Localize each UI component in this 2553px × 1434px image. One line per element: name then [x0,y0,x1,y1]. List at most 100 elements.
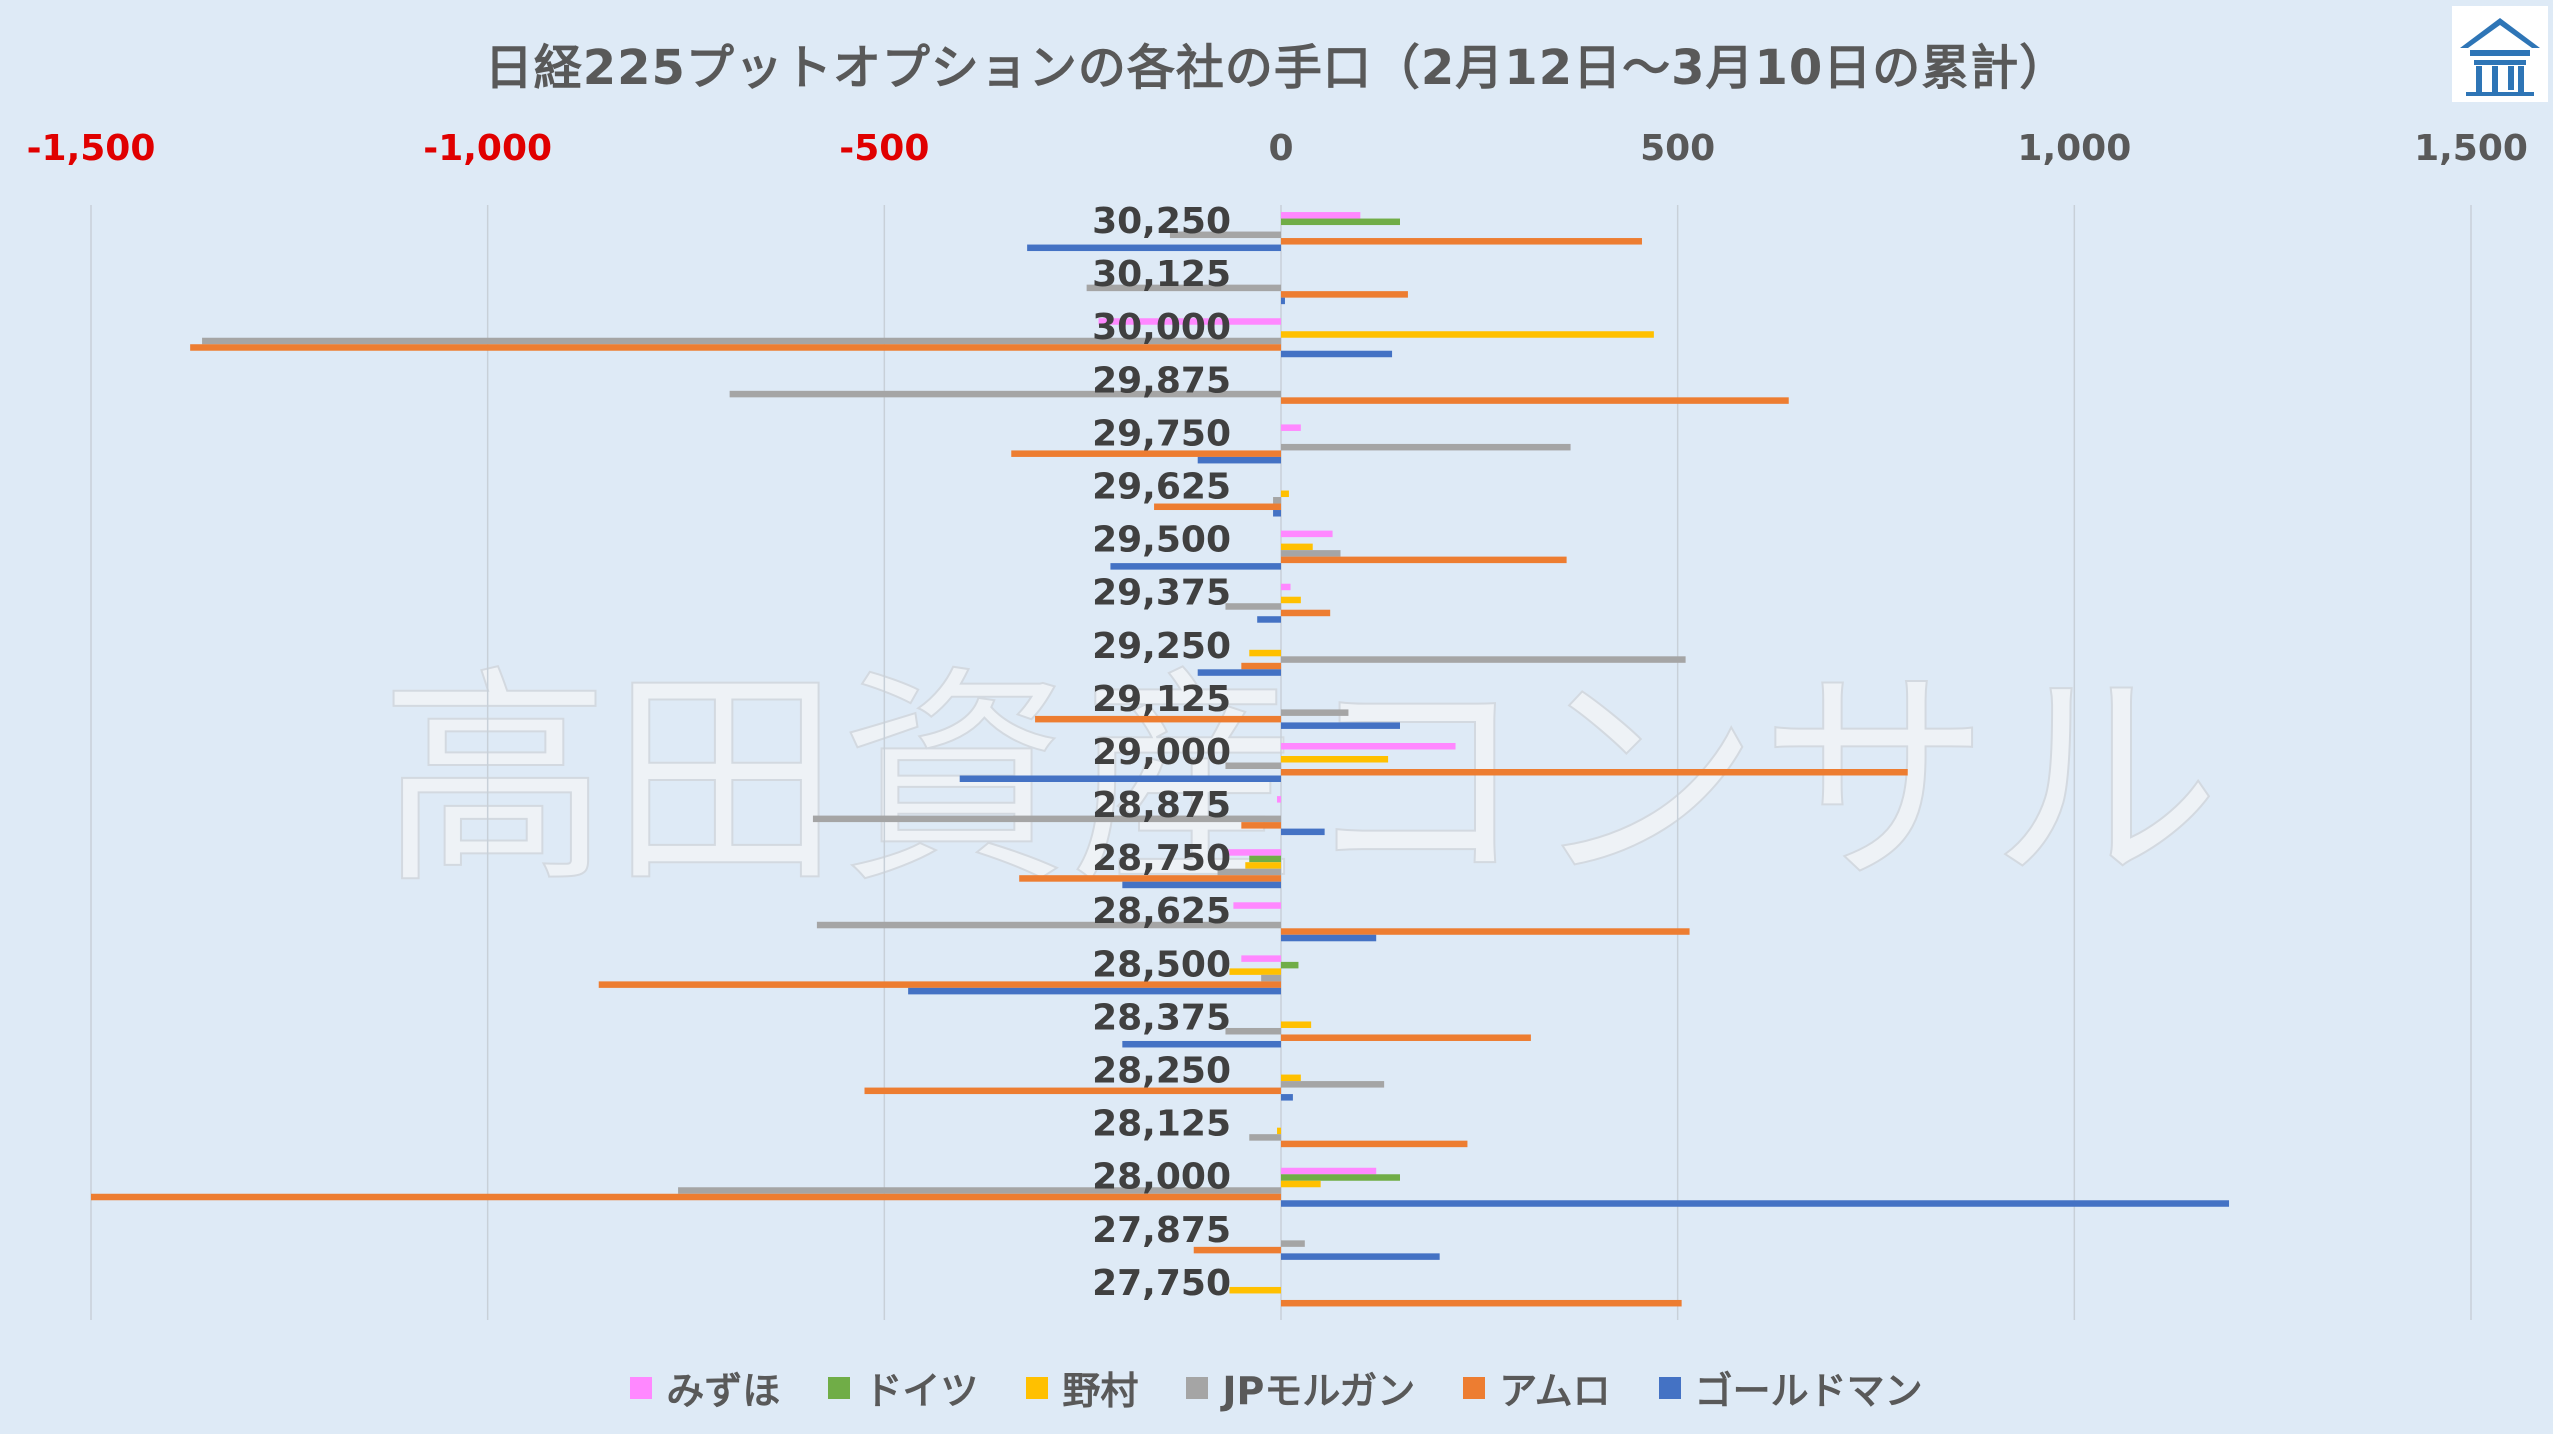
bar [1281,1094,1293,1101]
bar [1229,968,1281,975]
bar [1241,955,1281,962]
bars [91,212,2230,1307]
x-tick-label: 500 [1640,128,1715,169]
legend-label: アムロ [1499,1369,1611,1413]
bar [1281,1034,1531,1041]
legend-label: ドイツ [864,1369,979,1413]
legend-item: 野村 [1026,1360,1138,1415]
bar [1249,855,1281,863]
legend-item: みずほ [630,1360,780,1415]
bar [1122,881,1281,889]
bar [908,987,1281,995]
bar [1225,1027,1281,1035]
bar [1281,291,1408,298]
bar [1281,238,1642,245]
bar [1245,862,1281,869]
bar [1281,490,1289,498]
y-tick-label: 30,000 [1092,307,1231,348]
bar [1281,1253,1440,1260]
y-tick-label: 29,125 [1092,679,1231,720]
bar [1249,1134,1281,1141]
bar [729,390,1281,398]
bar [1281,397,1789,404]
bar [1122,1040,1281,1048]
bar [1281,928,1690,935]
bar [1169,231,1281,239]
bar [1281,756,1389,763]
y-tick-label: 27,875 [1092,1210,1231,1251]
y-tick-label: 29,500 [1092,520,1231,561]
bar [1281,530,1333,538]
y-tick-label: 28,250 [1092,1051,1231,1092]
bar [1035,715,1281,723]
bar [1233,902,1281,909]
bar [190,344,1282,351]
y-tick-label: 29,625 [1092,466,1231,507]
bar [1110,563,1281,570]
x-tick-label: 0 [1268,128,1293,169]
bar [959,775,1281,782]
bar [1193,1246,1281,1254]
y-axis-labels: 30,250 30,125 30,000 29,875 29,750 29,625 29,5… [1092,201,1231,1304]
bar [1281,1081,1385,1088]
bar [1241,822,1281,829]
bar [1281,350,1393,358]
bar [1273,497,1281,504]
bar [1098,318,1281,325]
bar [1281,1174,1400,1181]
bar [1277,796,1281,803]
house-logo-icon [2452,6,2548,102]
y-tick-label: 29,000 [1092,732,1231,773]
legend-swatch [1026,1376,1049,1399]
bar [812,815,1281,823]
bar [1281,961,1299,969]
bar [1241,662,1281,670]
bar [1281,656,1686,663]
legend-swatch [1463,1376,1486,1399]
legend: みずほ ドイツ 野村 JPモルガン アムロ ゴールドマン [0,1360,2553,1415]
bar [1281,1140,1468,1148]
x-axis-ticks: -1,500 -1,000 -500 0 500 1,000 1,500 [27,128,2528,169]
bar [1086,284,1281,292]
x-tick-label: -500 [839,128,929,169]
bar [1249,649,1281,657]
y-tick-label: 30,250 [1092,201,1231,242]
bar [1225,849,1281,856]
y-tick-label: 28,625 [1092,891,1231,932]
bar [1027,244,1281,252]
bar [1229,1286,1281,1294]
x-tick-label: 1,500 [2414,128,2528,169]
bar [1281,297,1285,305]
legend-item: JPモルガン [1186,1360,1415,1415]
watermark-text: 高田資産コンサル [380,648,2220,915]
bar [1281,556,1567,564]
x-tick-label: -1,500 [27,128,156,169]
bar [1281,709,1349,716]
legend-item: アムロ [1463,1360,1611,1415]
bar [678,1187,1281,1194]
y-tick-label: 28,000 [1092,1157,1231,1198]
y-tick-label: 28,375 [1092,997,1231,1038]
bar [1281,218,1400,226]
bar [1281,609,1331,617]
bar [1281,769,1908,776]
bar [1281,596,1301,604]
bar [1197,456,1281,464]
y-tick-label: 30,125 [1092,254,1231,295]
bar [1281,543,1313,551]
bar [1281,550,1341,557]
x-tick-label: -1,000 [423,128,552,169]
y-tick-label: 29,875 [1092,360,1231,401]
y-tick-label: 28,875 [1092,785,1231,826]
legend-item: ドイツ [828,1360,978,1415]
bar [1011,450,1281,457]
bar [91,1193,1281,1201]
chart-title: 日経225プットオプションの各社の手口（2月12日～3月10日の累計） [484,40,2069,96]
y-tick-label: 29,250 [1092,626,1231,667]
legend-swatch [828,1376,851,1399]
legend-label: ゴールドマン [1694,1369,1923,1413]
legend-label: みずほ [666,1369,781,1413]
bar [202,337,1282,345]
bar [1281,1180,1321,1188]
